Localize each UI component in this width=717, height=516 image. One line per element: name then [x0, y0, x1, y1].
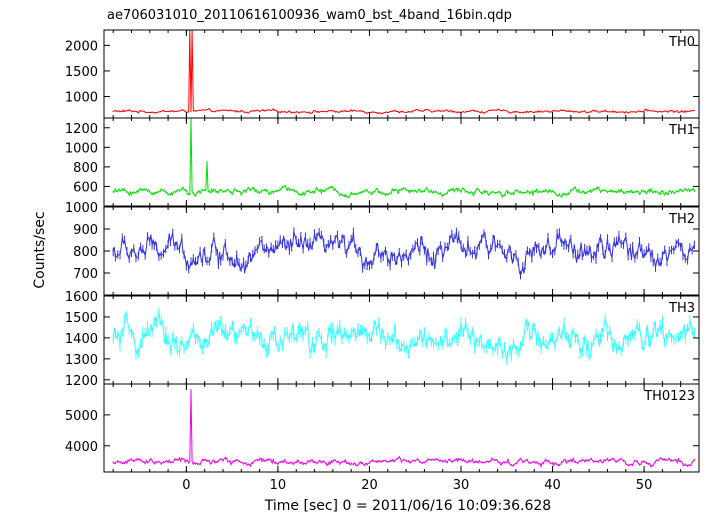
panel-th3: 1200 1300 1400 1500 1600 TH3: [65, 290, 700, 389]
x-tick-label: 40: [544, 478, 561, 493]
series-line-th1: [113, 118, 695, 198]
x-tick-label: 0: [182, 478, 190, 493]
y-tick-label: 2000: [65, 39, 98, 54]
panel-label-th0: TH0: [668, 35, 695, 50]
series-line-th3: [112, 311, 695, 361]
x-tick-label: 50: [636, 478, 653, 493]
x-tick-label: 10: [270, 478, 287, 493]
y-tick-label: 4000: [65, 440, 98, 455]
series-line-th0: [112, 30, 695, 115]
y-tick-label: 700: [73, 267, 98, 282]
y-tick-label: 1600: [65, 290, 98, 305]
panel-label-th3: TH3: [668, 301, 695, 316]
x-tick-label: 20: [361, 478, 378, 493]
y-tick-label: 1300: [65, 353, 98, 368]
panel-frame: [103, 295, 700, 385]
y-tick-label: 1200: [65, 122, 98, 137]
panel-frame: [103, 383, 700, 473]
series-line-th2: [112, 230, 695, 277]
chart-title: ae706031010_20110616100936_wam0_bst_4ban…: [107, 8, 512, 23]
y-tick-label: 600: [73, 180, 98, 195]
error-bars-th1: [112, 118, 695, 199]
y-tick-label: 1500: [65, 65, 98, 80]
panel-th1: 600 800 1000 1200 TH1: [65, 117, 700, 207]
panel-label-th0123: TH0123: [643, 389, 695, 404]
y-tick-label: 900: [73, 223, 98, 238]
x-axis-title: Time [sec] 0 = 2011/06/16 10:09:36.628: [264, 498, 551, 514]
y-tick-label: 800: [73, 245, 98, 260]
y-tick-label: 1500: [65, 311, 98, 326]
error-bars-th0: [112, 108, 695, 114]
y-tick-label: 1200: [65, 374, 98, 389]
y-tick-label: 1400: [65, 332, 98, 347]
panel-label-th2: TH2: [668, 212, 695, 227]
error-bars-th0123: [112, 389, 695, 468]
y-tick-label: 5000: [65, 409, 98, 424]
x-tick-label: 30: [453, 478, 470, 493]
panel-th0123: 4000 5000 TH0123: [65, 383, 700, 473]
y-tick-label: 800: [73, 161, 98, 176]
panel-th2: 700 800 900 1000 TH2: [65, 201, 700, 296]
panel-th0: 1000 1500 2000 TH0: [65, 29, 700, 119]
y-tick-label: 1000: [65, 91, 98, 106]
panel-label-th1: TH1: [668, 123, 695, 138]
panels-group: 1000 1500 2000 TH0 600 800 1000 1200 TH1 700 800 90…: [65, 29, 700, 493]
y-tick-label: 1000: [65, 201, 98, 216]
series-line-th0123: [112, 390, 695, 468]
panel-frame: [103, 117, 700, 207]
y-axis-title: Counts/sec: [32, 211, 48, 288]
y-tick-label: 1000: [65, 141, 98, 156]
